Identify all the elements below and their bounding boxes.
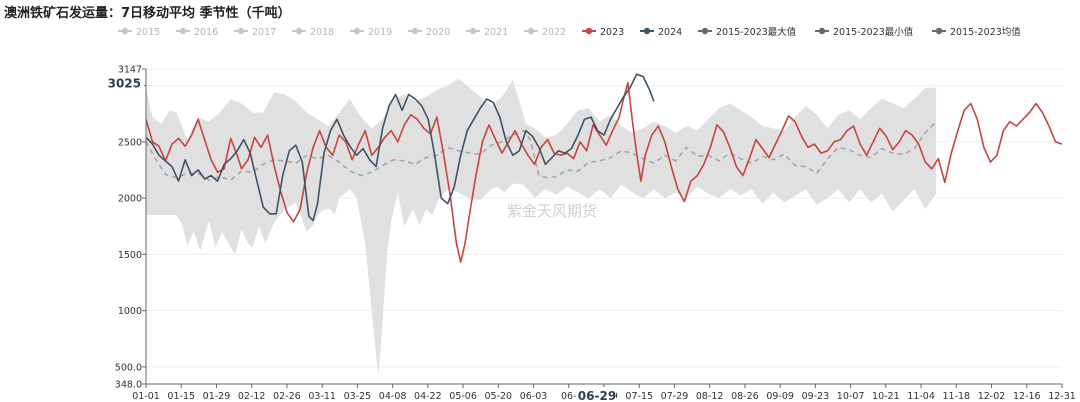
series-avg-line bbox=[145, 121, 937, 181]
x-tick-label: 11-18 bbox=[943, 391, 971, 402]
legend-marker bbox=[237, 27, 245, 35]
band-area bbox=[146, 78, 937, 376]
x-tick-label: 08-26 bbox=[731, 391, 759, 402]
series-2024-line bbox=[145, 73, 655, 222]
legend-label: 2019 bbox=[368, 27, 392, 38]
min-max-band bbox=[146, 78, 937, 376]
axis-pointers: 3025 06-29 bbox=[108, 74, 616, 402]
x-tick-label: 04-22 bbox=[414, 391, 442, 402]
legend-marker bbox=[411, 27, 419, 35]
x-tick-label: 12-02 bbox=[978, 391, 1006, 402]
legend-marker bbox=[179, 27, 187, 35]
legend-marker bbox=[469, 27, 477, 35]
legend-marker bbox=[818, 27, 826, 35]
x-tick-label: 07-15 bbox=[625, 391, 653, 402]
y-tick-label: 1500 bbox=[118, 250, 142, 261]
x-tick-label: 01-29 bbox=[203, 391, 231, 402]
y-tick-label: 500.0 bbox=[115, 362, 142, 373]
legend-item: 2018 bbox=[292, 27, 334, 38]
legend-label: 2018 bbox=[310, 27, 334, 38]
x-tick-label: 09-09 bbox=[766, 391, 794, 402]
x-tick-label: 12-31 bbox=[1048, 391, 1076, 402]
x-tick-label: 11-04 bbox=[907, 391, 935, 402]
legend-item: 2023 bbox=[582, 27, 624, 38]
x-tick-label: 08-12 bbox=[696, 391, 724, 402]
x-tick-label: 09-23 bbox=[802, 391, 830, 402]
chart-title: 澳洲铁矿石发运量：7日移动平均 季节性（千吨） bbox=[4, 6, 291, 21]
legend-marker bbox=[295, 27, 303, 35]
legend-label: 2022 bbox=[542, 27, 566, 38]
x-tick-label: 06-03 bbox=[520, 391, 548, 402]
legend-marker bbox=[701, 27, 709, 35]
x-tick-label: 07-29 bbox=[661, 391, 689, 402]
legend-item: 2015-2023最大值 bbox=[698, 26, 797, 38]
x-tick-label: 05-06 bbox=[449, 391, 477, 402]
y-tick-label: 348.0 bbox=[115, 380, 142, 391]
legend-label: 2024 bbox=[658, 27, 682, 38]
y-pointer-box bbox=[108, 74, 144, 91]
legend-label: 2015-2023最大值 bbox=[716, 26, 797, 38]
legend-item: 2024 bbox=[640, 27, 682, 38]
legend-label: 2017 bbox=[252, 27, 276, 38]
y-tick-label: 3147 bbox=[118, 65, 142, 76]
x-tick-label: 02-12 bbox=[238, 391, 266, 402]
legend-label: 2021 bbox=[484, 27, 508, 38]
x-tick-label: 03-25 bbox=[344, 391, 372, 402]
legend-item: 2022 bbox=[524, 27, 566, 38]
x-tick-label: 06- bbox=[561, 391, 577, 402]
x-tick-label: 02-26 bbox=[273, 391, 301, 402]
x-tick-label: 10-07 bbox=[837, 391, 865, 402]
legend-marker bbox=[585, 27, 593, 35]
legend-item: 2015 bbox=[118, 27, 160, 38]
legend-label: 2015-2023均值 bbox=[950, 26, 1021, 38]
legend-label: 2020 bbox=[426, 27, 450, 38]
legend-label: 2015 bbox=[136, 27, 160, 38]
x-tick-label: 01-15 bbox=[167, 391, 195, 402]
legend-marker bbox=[643, 27, 651, 35]
legend-item: 2017 bbox=[234, 27, 276, 38]
legend-label: 2015-2023最小值 bbox=[833, 26, 914, 38]
legend-item: 2021 bbox=[466, 27, 508, 38]
x-tick-label: 04-08 bbox=[379, 391, 407, 402]
y-tick-label: 1000 bbox=[118, 306, 142, 317]
legend-marker bbox=[935, 27, 943, 35]
legend-marker bbox=[527, 27, 535, 35]
legend-item: 2020 bbox=[408, 27, 450, 38]
legend-label: 2016 bbox=[194, 27, 218, 38]
watermark: 紫金天风期货 bbox=[507, 202, 597, 220]
x-pointer-label: 06-29 bbox=[578, 389, 616, 402]
y-tick-label: 2000 bbox=[118, 194, 142, 205]
legend-item: 2016 bbox=[176, 27, 218, 38]
legend: 2015 2016 2017 2018 2019 2020 2021 2022 2023 2024… bbox=[118, 26, 1021, 38]
y-pointer-label: 3025 bbox=[108, 77, 141, 91]
legend-marker bbox=[353, 27, 361, 35]
legend-item: 2015-2023均值 bbox=[932, 26, 1021, 38]
legend-label: 2023 bbox=[600, 27, 624, 38]
y-tick-label: 2500 bbox=[118, 137, 142, 148]
series-2023-line bbox=[145, 81, 1063, 264]
x-tick-label: 05-20 bbox=[485, 391, 513, 402]
legend-item: 2019 bbox=[350, 27, 392, 38]
x-pointer-box bbox=[578, 387, 616, 402]
x-tick-label: 10-21 bbox=[872, 391, 900, 402]
series-lines bbox=[145, 73, 1063, 264]
x-tick-label: 12-16 bbox=[1013, 391, 1041, 402]
x-tick-label: 03-11 bbox=[308, 391, 336, 402]
legend-item: 2015-2023最小值 bbox=[815, 26, 914, 38]
legend-marker bbox=[121, 27, 129, 35]
x-tick-label: 01-01 bbox=[132, 391, 160, 402]
